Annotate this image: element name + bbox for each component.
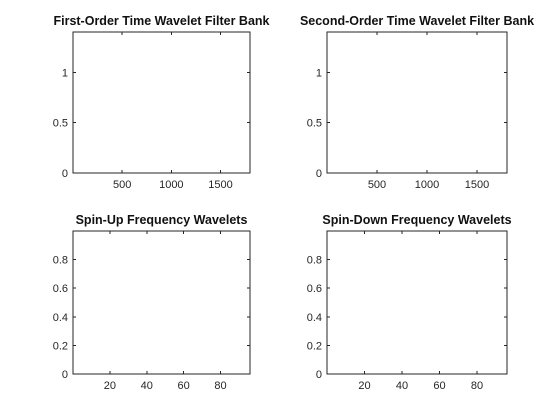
x-tick-label: 80 (214, 380, 226, 392)
x-tick-label: 80 (471, 380, 483, 392)
chart-title: First-Order Time Wavelet Filter Bank (53, 14, 269, 28)
second-order-time-wavelet-panel: 500 1000 1500 0 0.5 1 Second-Order Time Wavele… (300, 14, 534, 191)
x-tick-label: 1500 (208, 179, 232, 191)
y-tick-label: 0 (316, 369, 322, 381)
x-tick-label: 500 (368, 179, 386, 191)
x-tick-label: 1000 (415, 179, 439, 191)
axes-box (72, 31, 251, 174)
x-tick-label: 20 (358, 380, 370, 392)
x-tick-label: 1000 (159, 179, 183, 191)
x-tick-label: 40 (396, 380, 408, 392)
y-tick-label: 0 (62, 168, 68, 180)
x-tick-label: 500 (113, 179, 131, 191)
spin-down-frequency-wavelet-panel: 20 40 60 80 0 0.2 0.4 0.6 0.8 Spin-Down Frequency… (307, 213, 512, 392)
axes-box (326, 230, 508, 375)
axes-box (72, 230, 251, 375)
x-tick-label: 40 (141, 380, 153, 392)
y-tick-label: 0.2 (307, 340, 322, 352)
y-tick-label: 0.4 (307, 312, 322, 324)
y-tick-label: 1 (62, 67, 68, 79)
first-order-time-wavelet-panel: 500 1000 1500 0 0.5 1 First-Order Time Wavelet… (53, 14, 270, 191)
y-tick-label: 0.6 (53, 283, 68, 295)
y-tick-label: 0.2 (53, 340, 68, 352)
x-tick-label: 20 (104, 380, 116, 392)
y-tick-label: 0 (62, 369, 68, 381)
y-tick-label: 0.6 (307, 283, 322, 295)
chart-title: Spin-Down Frequency Wavelets (322, 213, 511, 227)
x-tick-label: 60 (433, 380, 445, 392)
y-tick-label: 0 (316, 168, 322, 180)
y-tick-label: 1 (316, 67, 322, 79)
y-tick-label: 0.8 (53, 255, 68, 267)
x-tick-label: 60 (178, 380, 190, 392)
y-tick-label: 0.4 (53, 312, 68, 324)
spin-up-frequency-wavelet-panel: 20 40 60 80 0 0.2 0.4 0.6 0.8 Spin-Up Frequency W… (53, 213, 251, 392)
y-tick-label: 0.5 (53, 118, 68, 130)
axes-box (326, 31, 508, 174)
chart-title: Second-Order Time Wavelet Filter Bank (300, 14, 534, 28)
y-tick-label: 0.8 (307, 255, 322, 267)
x-tick-label: 1500 (465, 179, 489, 191)
y-tick-label: 0.5 (307, 118, 322, 130)
chart-title: Spin-Up Frequency Wavelets (76, 213, 248, 227)
